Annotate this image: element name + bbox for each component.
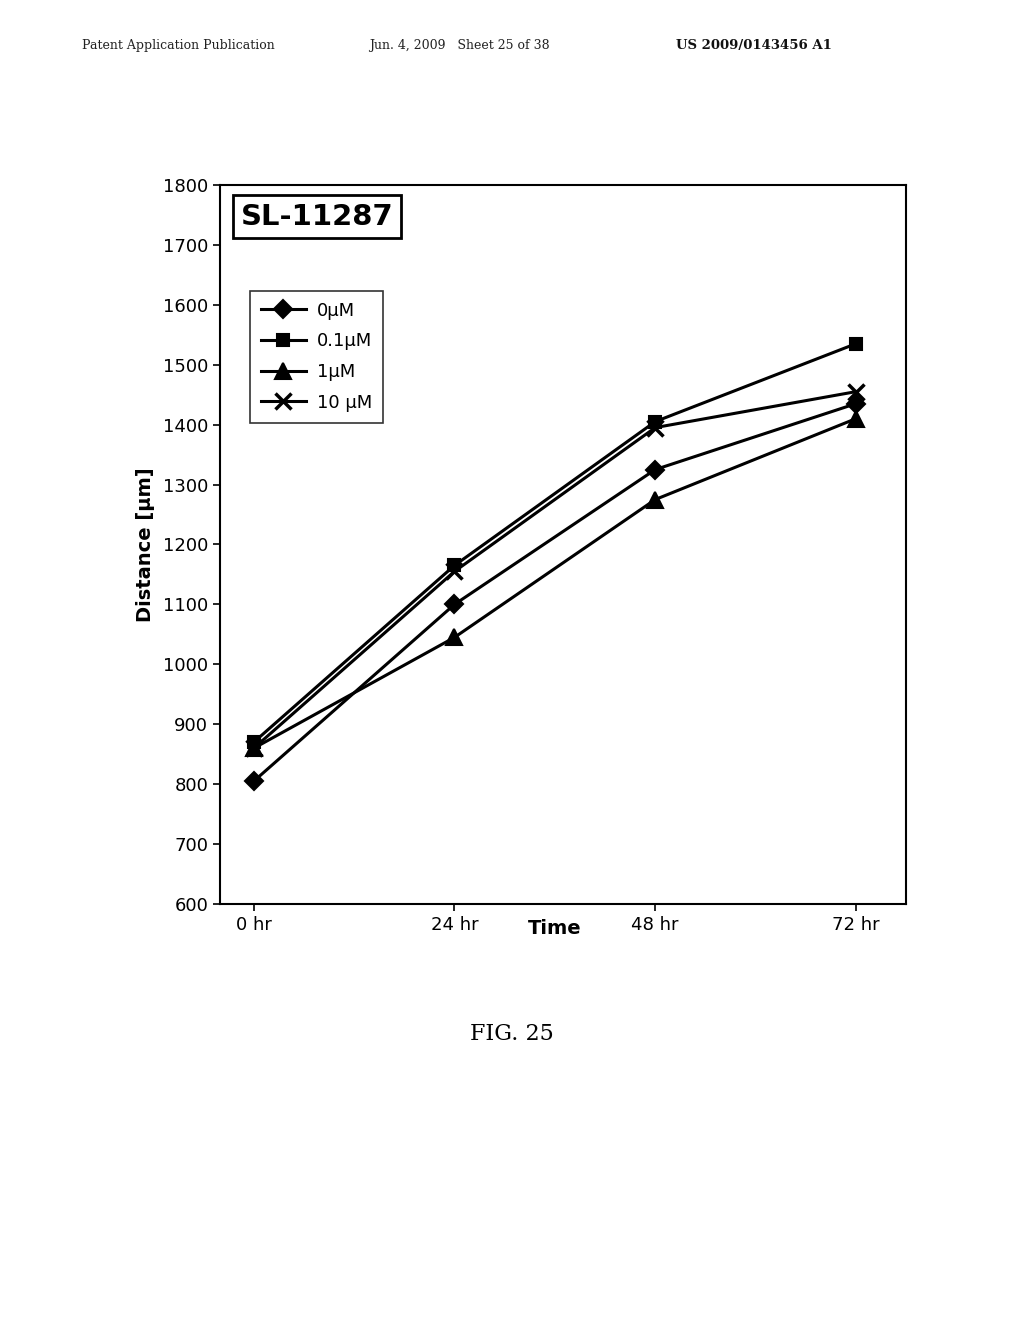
0μM: [850, 396, 862, 412]
Line: 1μM: 1μM: [246, 411, 863, 756]
0.1μM: [850, 335, 862, 351]
0μM: [248, 774, 260, 789]
Text: US 2009/0143456 A1: US 2009/0143456 A1: [676, 38, 831, 51]
10 μM: [449, 564, 461, 579]
Text: SL-11287: SL-11287: [241, 203, 393, 231]
10 μM: [850, 384, 862, 400]
10 μM: [649, 420, 662, 436]
Y-axis label: Distance [μm]: Distance [μm]: [135, 467, 155, 622]
Text: Jun. 4, 2009   Sheet 25 of 38: Jun. 4, 2009 Sheet 25 of 38: [369, 38, 549, 51]
0μM: [649, 462, 662, 478]
1μM: [850, 411, 862, 426]
Legend: 0μM, 0.1μM, 1μM, 10 μM: 0μM, 0.1μM, 1μM, 10 μM: [250, 290, 383, 422]
0.1μM: [248, 734, 260, 750]
Line: 0μM: 0μM: [248, 397, 862, 788]
Text: Time: Time: [528, 919, 582, 939]
0.1μM: [449, 557, 461, 573]
0μM: [449, 597, 461, 612]
0.1μM: [649, 413, 662, 429]
1μM: [248, 741, 260, 756]
Line: 0.1μM: 0.1μM: [248, 338, 862, 748]
1μM: [449, 630, 461, 645]
Text: FIG. 25: FIG. 25: [470, 1023, 554, 1045]
10 μM: [248, 741, 260, 756]
1μM: [649, 491, 662, 507]
Line: 10 μM: 10 μM: [246, 384, 863, 756]
Text: Patent Application Publication: Patent Application Publication: [82, 38, 274, 51]
